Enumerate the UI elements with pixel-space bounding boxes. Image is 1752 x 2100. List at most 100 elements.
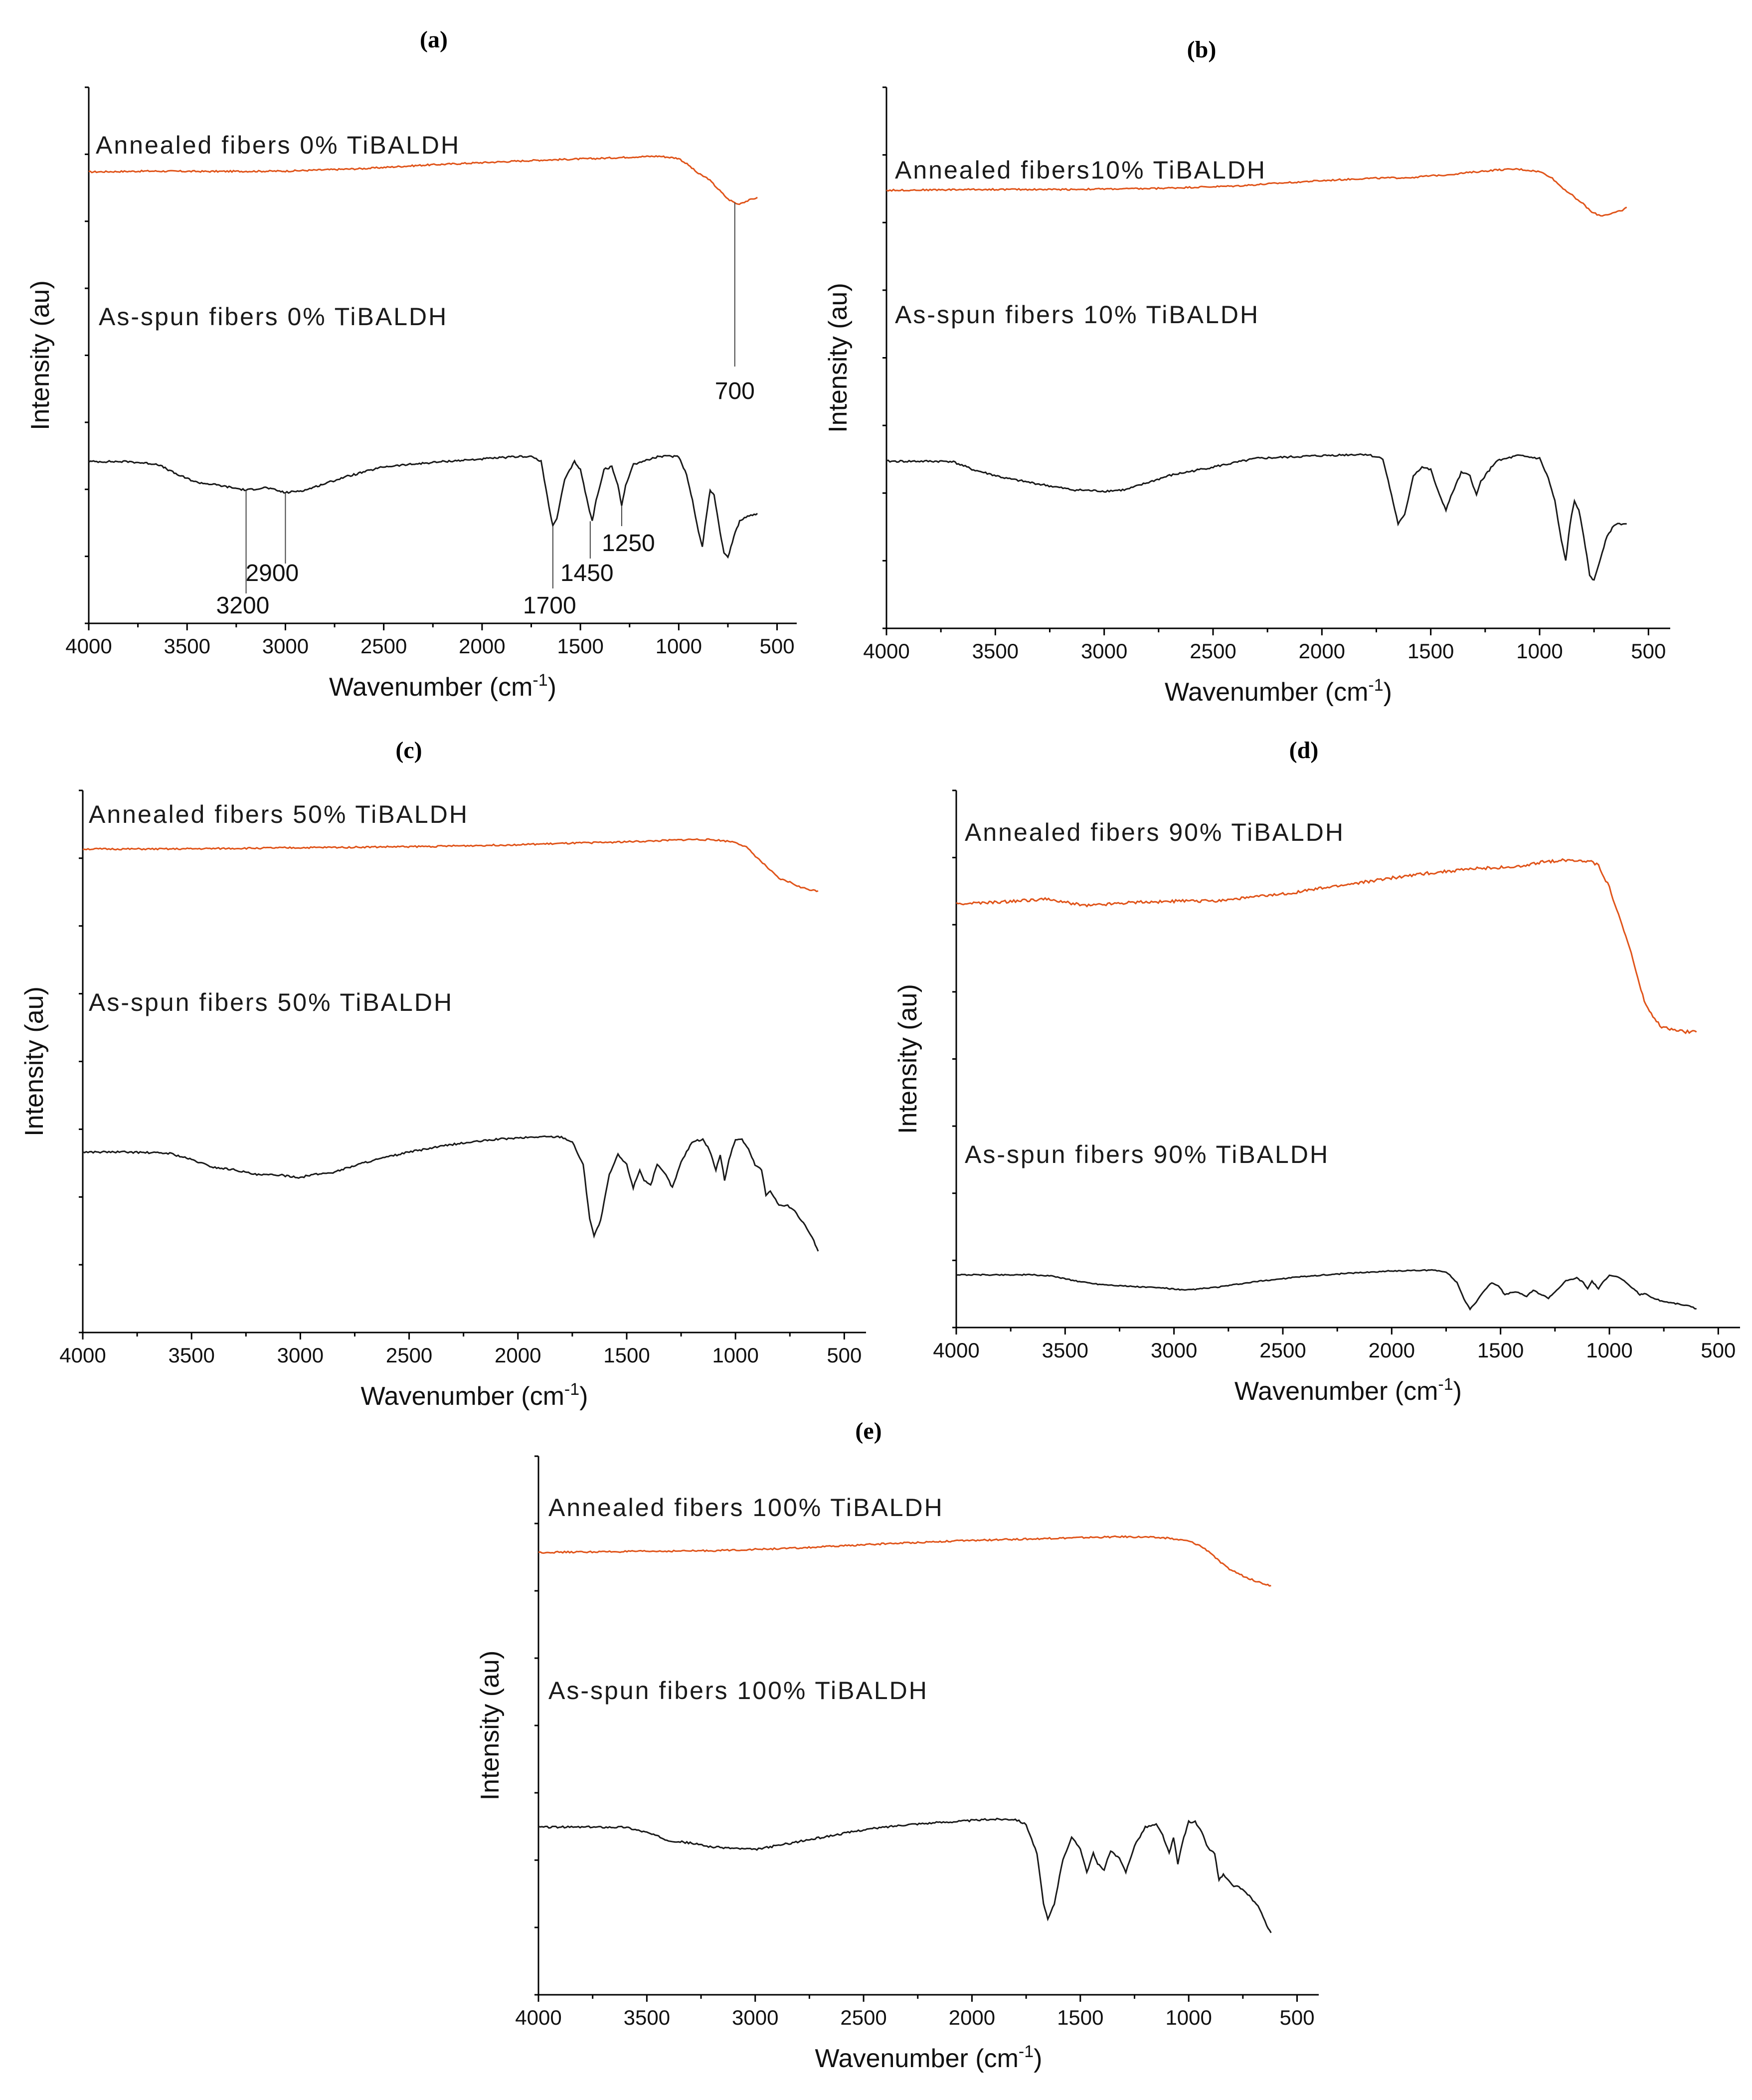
x-tick-label: 1000: [712, 1343, 758, 1367]
as-spun-series-label: As-spun fibers 90% TiBALDH: [965, 1141, 1329, 1168]
y-axis-title: Intensity (au): [824, 283, 853, 433]
x-tick-label: 1500: [1407, 639, 1454, 663]
x-tick-label: 4000: [65, 634, 112, 658]
as-spun-series-label: As-spun fibers 10% TiBALDH: [895, 301, 1259, 329]
x-tick-label: 1500: [1477, 1338, 1524, 1362]
annealed-series-label: Annealed fibers 0% TiBALDH: [96, 131, 460, 159]
as-spun-series-label: As-spun fibers 100% TiBALDH: [548, 1677, 928, 1705]
x-axis-title-main: Wavenumber (cm: [1165, 678, 1368, 707]
x-tick-label: 2500: [360, 634, 407, 658]
panel-letter: (d): [1289, 737, 1319, 764]
x-axis-title-main: Wavenumber (cm: [1234, 1377, 1438, 1406]
x-tick-label: 1500: [603, 1343, 650, 1367]
x-tick-label: 2500: [386, 1343, 432, 1367]
x-tick-label: 3000: [1151, 1338, 1197, 1362]
x-tick-label: 3500: [164, 634, 210, 658]
chart-panel-1: (a) 4000 3500 3000 2500 2000 1500 1000 500 Wavenu…: [26, 26, 797, 702]
annealed-series-line: [88, 155, 758, 205]
as-spun-series-line: [88, 454, 758, 559]
x-tick-label: 3000: [277, 1343, 324, 1367]
x-axis-title-sup: -1: [1368, 676, 1383, 695]
x-tick-label: 4000: [59, 1343, 106, 1367]
as-spun-series-line: [82, 1135, 819, 1252]
annealed-series-line: [886, 168, 1627, 217]
x-tick-label: 3500: [972, 639, 1019, 663]
annealed-series-label: Annealed fibers 100% TiBALDH: [548, 1494, 944, 1522]
peak-label: 1250: [602, 530, 655, 557]
x-tick-label: 1000: [1165, 2006, 1212, 2029]
peak-label: 1450: [560, 560, 614, 586]
x-tick-label: 3000: [262, 634, 309, 658]
x-tick-label: 1000: [1516, 639, 1563, 663]
annealed-series-line: [82, 838, 819, 893]
x-axis-title: Wavenumber (cm-1): [1165, 676, 1392, 707]
x-axis-title-main: Wavenumber (cm: [361, 1382, 564, 1411]
x-tick-label: 500: [1701, 1338, 1736, 1362]
chart-panel-5: (e) 4000 3500 3000 2500 2000 1500 1000 500 Wavenu…: [476, 1418, 1319, 2073]
x-tick-label: 2000: [1369, 1338, 1415, 1362]
y-axis-title: Intensity (au): [26, 280, 55, 430]
x-tick-label: 3500: [624, 2006, 670, 2029]
x-tick-label: 2500: [1190, 639, 1236, 663]
x-axis-title: Wavenumber (cm-1): [329, 671, 556, 702]
y-axis-title: Intensity (au): [476, 1651, 505, 1801]
x-tick-label: 1500: [1057, 2006, 1103, 2029]
as-spun-series-line: [538, 1817, 1272, 1933]
x-tick-label: 500: [1631, 639, 1666, 663]
as-spun-series-line: [956, 1269, 1697, 1311]
peak-label: 1700: [523, 592, 576, 619]
chart-panel-4: (d) 4000 3500 3000 2500 2000 1500 1000 500 Wavenu…: [893, 737, 1740, 1406]
x-tick-label: 2000: [495, 1343, 541, 1367]
x-tick-label: 1500: [557, 634, 603, 658]
x-tick-label: 500: [760, 634, 795, 658]
annealed-series-label: Annealed fibers 90% TiBALDH: [965, 818, 1345, 846]
x-axis-title-close: ): [579, 1382, 588, 1411]
x-axis-title-close: ): [1384, 678, 1392, 707]
x-axis-title-close: ): [1453, 1377, 1462, 1406]
y-axis-title: Intensity (au): [20, 986, 49, 1137]
x-tick-label: 1000: [656, 634, 702, 658]
x-tick-label: 2000: [1299, 639, 1345, 663]
peak-label: 3200: [216, 592, 270, 619]
x-tick-label: 4000: [933, 1338, 979, 1362]
x-tick-label: 4000: [863, 639, 909, 663]
panel-letter: (c): [395, 737, 422, 764]
x-tick-label: 500: [827, 1343, 862, 1367]
annealed-series-label: Annealed fibers10% TiBALDH: [895, 156, 1266, 184]
chart-panel-2: (b) 4000 3500 3000 2500 2000 1500 1000 500 Wavenu…: [824, 36, 1670, 707]
x-axis-title-sup: -1: [1019, 2042, 1034, 2061]
peak-label: 700: [715, 378, 755, 404]
x-axis-title-main: Wavenumber (cm: [815, 2044, 1019, 2073]
x-tick-label: 2000: [459, 634, 505, 658]
x-tick-label: 2000: [949, 2006, 995, 2029]
x-axis-title: Wavenumber (cm-1): [815, 2042, 1043, 2073]
x-axis-title: Wavenumber (cm-1): [361, 1380, 588, 1411]
x-axis-title-close: ): [1034, 2044, 1042, 2073]
x-axis-title-main: Wavenumber (cm: [329, 673, 532, 702]
as-spun-series-label: As-spun fibers 0% TiBALDH: [99, 303, 448, 331]
x-axis-title-sup: -1: [532, 671, 547, 690]
panel-letter: (a): [420, 26, 448, 53]
panel-letter: (b): [1187, 36, 1217, 63]
x-tick-label: 3500: [1042, 1338, 1088, 1362]
as-spun-series-label: As-spun fibers 50% TiBALDH: [89, 988, 453, 1016]
x-axis-title-sup: -1: [564, 1380, 579, 1399]
y-axis-title: Intensity (au): [893, 984, 922, 1134]
x-axis-title: Wavenumber (cm-1): [1234, 1375, 1462, 1406]
annealed-series-label: Annealed fibers 50% TiBALDH: [89, 800, 469, 828]
x-tick-label: 2500: [1259, 1338, 1306, 1362]
chart-panel-3: (c) 4000 3500 3000 2500 2000 1500 1000 500 Wavenu…: [20, 737, 866, 1411]
x-tick-label: 3000: [732, 2006, 778, 2029]
x-axis-title-close: ): [548, 673, 556, 702]
x-tick-label: 3000: [1081, 639, 1127, 663]
as-spun-series-line: [886, 453, 1627, 581]
annealed-series-line: [956, 858, 1697, 1035]
x-tick-label: 3500: [168, 1343, 214, 1367]
panel-letter: (e): [855, 1418, 881, 1444]
x-tick-label: 2500: [840, 2006, 886, 2029]
peak-label: 2900: [245, 560, 299, 586]
x-tick-label: 1000: [1586, 1338, 1632, 1362]
x-tick-label: 4000: [515, 2006, 561, 2029]
x-axis-title-sup: -1: [1438, 1375, 1453, 1394]
